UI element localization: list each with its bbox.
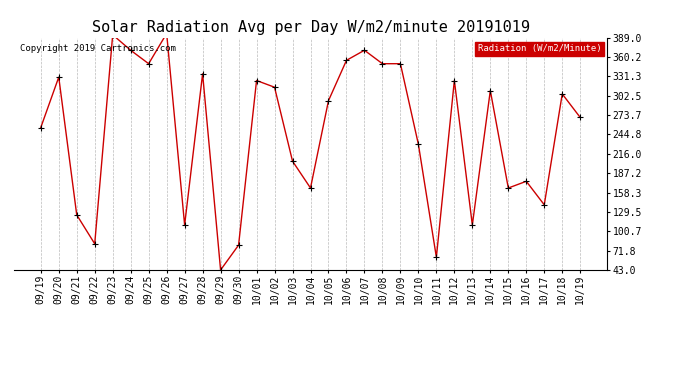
Title: Solar Radiation Avg per Day W/m2/minute 20191019: Solar Radiation Avg per Day W/m2/minute … [92, 20, 529, 35]
Text: Copyright 2019 Cartronics.com: Copyright 2019 Cartronics.com [20, 45, 176, 54]
Text: Radiation (W/m2/Minute): Radiation (W/m2/Minute) [477, 45, 601, 54]
